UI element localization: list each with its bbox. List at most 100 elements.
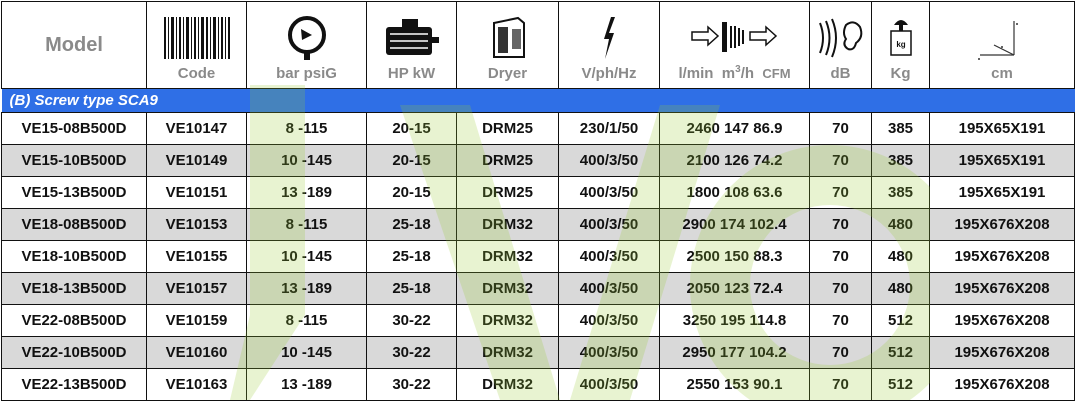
cell-pressure: 10 -145 bbox=[246, 240, 367, 273]
cell-dryer: DRM32 bbox=[456, 272, 559, 305]
cell-power: 20-15 bbox=[366, 176, 457, 209]
cell-flow: 2050 123 72.4 bbox=[659, 272, 810, 305]
cell-kg: 512 bbox=[871, 368, 930, 401]
cell-pressure: 10 -145 bbox=[246, 336, 367, 369]
table-row: VE15-13B500D VE10151 13 -189 20-15 DRM25 400/… bbox=[1, 176, 1075, 209]
table-row: VE18-08B500D VE10153 8 -115 25-18 DRM32 400/3… bbox=[1, 208, 1075, 241]
header-code-label: Code bbox=[177, 65, 216, 82]
cell-pressure: 8 -115 bbox=[246, 208, 367, 241]
cell-flow: 2900 174 102.4 bbox=[659, 208, 810, 241]
cell-code: VE10163 bbox=[146, 368, 247, 401]
cell-electric: 400/3/50 bbox=[558, 144, 660, 177]
cell-dryer: DRM32 bbox=[456, 336, 559, 369]
cell-kg: 480 bbox=[871, 208, 930, 241]
header-model: Model bbox=[1, 1, 147, 89]
cell-code: VE10155 bbox=[146, 240, 247, 273]
cell-power: 25-18 bbox=[366, 240, 457, 273]
header-dryer: Dryer bbox=[456, 1, 559, 89]
cell-power: 30-22 bbox=[366, 368, 457, 401]
cell-db: 70 bbox=[809, 272, 872, 305]
cell-kg: 385 bbox=[871, 144, 930, 177]
header-flow: l/min m3/h CFM bbox=[659, 1, 810, 89]
cell-cm: 195X676X208 bbox=[929, 368, 1075, 401]
cell-code: VE10159 bbox=[146, 304, 247, 337]
header-pressure-label: bar psiG bbox=[276, 65, 337, 82]
cell-pressure: 13 -189 bbox=[246, 272, 367, 305]
dimensions-icon bbox=[978, 21, 1018, 60]
table-row: VE18-10B500D VE10155 10 -145 25-18 DRM32 400/… bbox=[1, 240, 1075, 273]
cell-dryer: DRM25 bbox=[456, 176, 559, 209]
cell-kg: 480 bbox=[871, 272, 930, 305]
cell-pressure: 10 -145 bbox=[246, 144, 367, 177]
header-code: Code bbox=[146, 1, 247, 89]
cell-electric: 230/1/50 bbox=[558, 112, 660, 145]
cell-dryer: DRM32 bbox=[456, 240, 559, 273]
airflow-icon bbox=[690, 22, 777, 52]
table-row: VE15-10B500D VE10149 10 -145 20-15 DRM25 400/… bbox=[1, 144, 1075, 177]
header-dims-label: cm bbox=[991, 65, 1013, 82]
pressure-gauge-icon bbox=[287, 16, 326, 60]
cell-dryer: DRM32 bbox=[456, 208, 559, 241]
cell-kg: 385 bbox=[871, 176, 930, 209]
cell-code: VE10153 bbox=[146, 208, 247, 241]
cell-flow: 2500 150 88.3 bbox=[659, 240, 810, 273]
cell-code: VE10160 bbox=[146, 336, 247, 369]
cell-cm: 195X65X191 bbox=[929, 112, 1075, 145]
cell-electric: 400/3/50 bbox=[558, 304, 660, 337]
cell-db: 70 bbox=[809, 144, 872, 177]
cell-model: VE22-10B500D bbox=[1, 336, 147, 369]
cell-electric: 400/3/50 bbox=[558, 336, 660, 369]
header-power: HP kW bbox=[366, 1, 457, 89]
header-dims: cm bbox=[929, 1, 1075, 89]
header-noise: dB bbox=[809, 1, 872, 89]
cell-kg: 385 bbox=[871, 112, 930, 145]
cell-dryer: DRM32 bbox=[456, 368, 559, 401]
cell-db: 70 bbox=[809, 176, 872, 209]
cell-db: 70 bbox=[809, 240, 872, 273]
cell-kg: 512 bbox=[871, 304, 930, 337]
lightning-icon bbox=[604, 17, 615, 59]
header-noise-label: dB bbox=[830, 65, 851, 82]
table-row: VE22-13B500D VE10163 13 -189 30-22 DRM32 400/… bbox=[1, 368, 1075, 401]
cell-electric: 400/3/50 bbox=[558, 208, 660, 241]
cell-electric: 400/3/50 bbox=[558, 240, 660, 273]
header-weight: kg Kg bbox=[871, 1, 930, 89]
table-row: VE15-08B500D VE10147 8 -115 20-15 DRM25 230/1… bbox=[1, 112, 1075, 145]
table-row: VE18-13B500D VE10157 13 -189 25-18 DRM32 400/… bbox=[1, 272, 1075, 305]
cell-model: VE15-10B500D bbox=[1, 144, 147, 177]
cell-model: VE22-08B500D bbox=[1, 304, 147, 337]
cell-flow: 1800 108 63.6 bbox=[659, 176, 810, 209]
cell-pressure: 13 -189 bbox=[246, 368, 367, 401]
cell-db: 70 bbox=[809, 112, 872, 145]
cell-dryer: DRM25 bbox=[456, 112, 559, 145]
cell-kg: 480 bbox=[871, 240, 930, 273]
cell-power: 30-22 bbox=[366, 304, 457, 337]
cell-db: 70 bbox=[809, 336, 872, 369]
cell-dryer: DRM25 bbox=[456, 144, 559, 177]
cell-cm: 195X65X191 bbox=[929, 144, 1075, 177]
cell-db: 70 bbox=[809, 368, 872, 401]
cell-flow: 2550 153 90.1 bbox=[659, 368, 810, 401]
cell-model: VE15-08B500D bbox=[1, 112, 147, 145]
cell-code: VE10149 bbox=[146, 144, 247, 177]
header-pressure: bar psiG bbox=[246, 1, 367, 89]
cell-model: VE18-08B500D bbox=[1, 208, 147, 241]
cell-cm: 195X676X208 bbox=[929, 336, 1075, 369]
cell-flow: 2950 177 104.2 bbox=[659, 336, 810, 369]
cell-code: VE10151 bbox=[146, 176, 247, 209]
cell-dryer: DRM32 bbox=[456, 304, 559, 337]
header-power-label: HP kW bbox=[387, 65, 436, 82]
cell-cm: 195X65X191 bbox=[929, 176, 1075, 209]
cell-power: 25-18 bbox=[366, 208, 457, 241]
cell-pressure: 13 -189 bbox=[246, 176, 367, 209]
table-row: VE22-08B500D VE10159 8 -115 30-22 DRM32 400/3… bbox=[1, 304, 1075, 337]
header-weight-label: Kg bbox=[890, 65, 911, 82]
cell-kg: 512 bbox=[871, 336, 930, 369]
cell-db: 70 bbox=[809, 304, 872, 337]
cell-power: 30-22 bbox=[366, 336, 457, 369]
ear-sound-icon bbox=[818, 18, 862, 58]
cell-electric: 400/3/50 bbox=[558, 368, 660, 401]
cell-cm: 195X676X208 bbox=[929, 240, 1075, 273]
cell-db: 70 bbox=[809, 208, 872, 241]
weight-icon: kg bbox=[889, 20, 912, 56]
